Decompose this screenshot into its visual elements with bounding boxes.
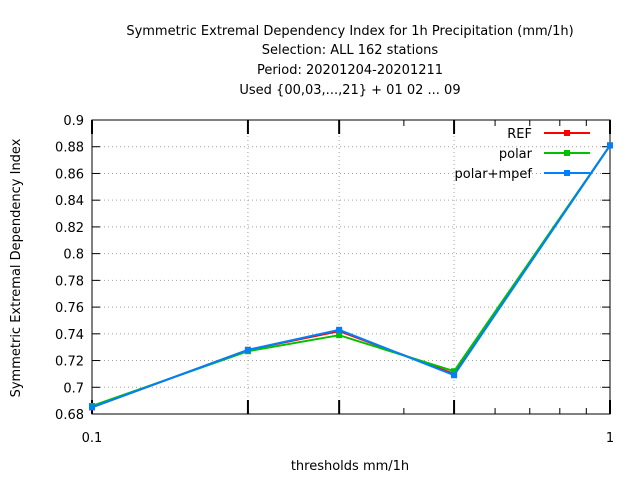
legend-marker: [564, 150, 570, 156]
x-axis-ticks: 0.1 1: [82, 120, 614, 446]
y-tick-label: 0.68: [55, 408, 84, 423]
y-tick-label: 0.72: [55, 355, 84, 370]
title-line: Period: 20201204-20201211: [257, 63, 443, 78]
title-line: Selection: ALL 162 stations: [262, 43, 439, 58]
axes: [91, 119, 611, 415]
y-tick-label: 0.82: [55, 221, 84, 236]
y-tick-label: 0.9: [63, 114, 84, 129]
data-point: [336, 326, 343, 333]
series-layer: [89, 142, 613, 411]
data-point: [336, 332, 343, 339]
title-line: Used {00,03,...,21} + 01 02 ... 09: [239, 83, 460, 98]
x-tick-label: 0.1: [82, 431, 103, 446]
y-tick-label: 0.74: [55, 328, 84, 343]
data-point: [607, 142, 613, 149]
y-tick-label: 0.8: [63, 248, 84, 263]
legend-label: REF: [507, 127, 532, 142]
y-tick-label: 0.7: [63, 381, 84, 396]
data-point: [89, 404, 95, 411]
y-tick-label: 0.88: [55, 141, 84, 156]
plot-frame: [91, 119, 611, 415]
x-axis-label: thresholds mm/1h: [291, 459, 409, 474]
title-line: Symmetric Extremal Dependency Index for …: [126, 24, 573, 39]
x-tick-label: 1: [606, 431, 614, 446]
chart-title: Symmetric Extremal Dependency Index for …: [126, 24, 573, 98]
series-polar-mpef: [89, 142, 613, 411]
y-axis-ticks: 0.68 0.7 0.72 0.74 0.76 0.78 0.8 0.82 0.84 0.86 0.…: [55, 114, 610, 423]
series-ref: [89, 142, 613, 411]
legend-marker: [564, 130, 570, 136]
y-axis-label: Symmetric Extremal Dependency Index: [9, 138, 24, 397]
series-polar: [89, 142, 613, 409]
legend: REF polar polar+mpef: [454, 127, 590, 182]
series-line: [91, 144, 611, 409]
series-line: [91, 144, 611, 409]
series-line: [91, 144, 611, 407]
y-tick-label: 0.84: [55, 194, 84, 209]
legend-label: polar: [499, 147, 533, 162]
y-tick-label: 0.78: [55, 274, 84, 289]
legend-label: polar+mpef: [454, 167, 532, 182]
data-point: [244, 346, 251, 353]
grid: [92, 120, 610, 414]
y-tick-label: 0.86: [55, 167, 84, 182]
data-point: [451, 372, 458, 379]
data-point: [451, 368, 458, 375]
y-tick-label: 0.76: [55, 301, 84, 316]
legend-marker: [564, 170, 570, 176]
